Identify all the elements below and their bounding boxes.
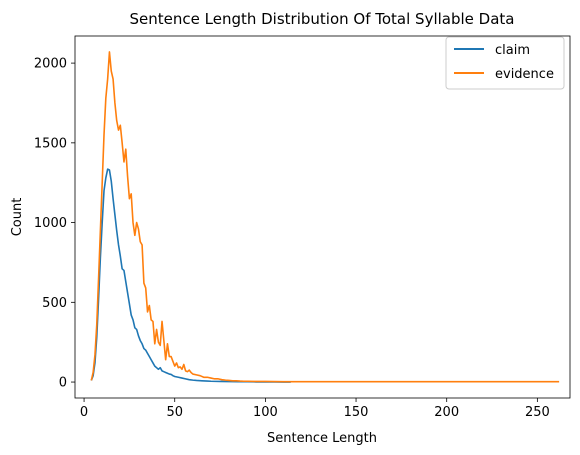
plot-area	[75, 36, 570, 398]
y-tick-label: 500	[42, 296, 67, 311]
series-lines	[90, 51, 560, 383]
x-tick-label: 200	[434, 405, 459, 420]
y-tick-label: 1500	[34, 136, 67, 151]
chart-title: Sentence Length Distribution Of Total Sy…	[130, 10, 515, 28]
legend-label-evidence: evidence	[495, 67, 554, 82]
series-line-claim	[90, 168, 291, 383]
x-tick-label: 0	[80, 405, 88, 420]
x-tick-label: 100	[253, 405, 278, 420]
x-axis-label: Sentence Length	[267, 431, 377, 446]
series-line-evidence	[90, 51, 560, 383]
x-tick-label: 150	[344, 405, 369, 420]
x-tick-label: 50	[166, 405, 183, 420]
plot-frame	[74, 35, 571, 399]
y-axis-label: Count	[10, 198, 25, 237]
x-tick-label: 250	[525, 405, 550, 420]
y-tick-label: 1000	[34, 216, 67, 231]
y-tick-label: 2000	[34, 57, 67, 72]
y-axis-ticks: 0 500 1000 1500 2000	[34, 57, 75, 391]
legend-label-claim: claim	[495, 43, 530, 58]
legend: claim evidence	[445, 36, 565, 90]
y-tick-label: 0	[59, 376, 67, 391]
x-axis-ticks: 0 50 100 150 200 250	[80, 398, 550, 420]
